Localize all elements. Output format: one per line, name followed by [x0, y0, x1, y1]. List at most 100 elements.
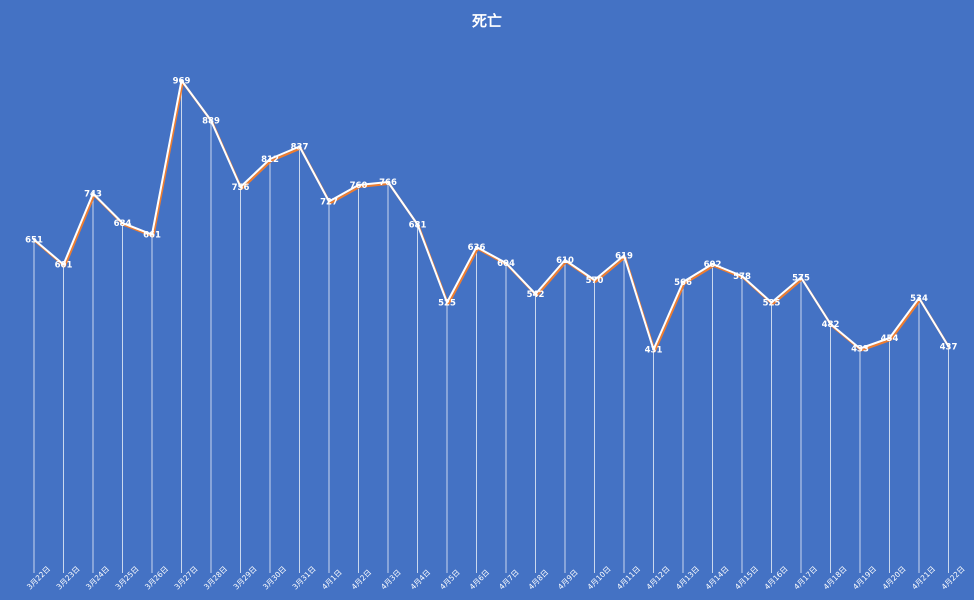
data-point: [563, 258, 567, 262]
data-label: 575: [792, 274, 810, 284]
data-label: 578: [733, 272, 751, 282]
data-point: [740, 274, 744, 278]
data-label: 636: [468, 243, 486, 253]
x-tick-label: 3月25日: [114, 564, 141, 591]
x-tick-label: 4月13日: [674, 564, 701, 591]
data-point: [711, 262, 714, 266]
data-point: [799, 276, 803, 279]
x-tick-label: 3月27日: [173, 564, 200, 591]
x-tick-label: 4月18日: [822, 564, 849, 591]
data-label: 756: [232, 183, 250, 193]
series-line: [33, 79, 950, 351]
data-point: [445, 301, 449, 304]
data-label: 602: [704, 260, 722, 270]
data-point: [121, 221, 124, 225]
data-point: [681, 280, 685, 284]
data-label: 661: [143, 231, 161, 241]
data-label: 766: [379, 178, 397, 188]
x-tick-label: 4月19日: [851, 564, 878, 591]
data-point: [209, 119, 213, 122]
data-point: [239, 185, 242, 189]
data-point: [180, 79, 183, 82]
data-label: 681: [409, 221, 427, 231]
data-label: 542: [527, 290, 545, 300]
series-line-shadow: [34, 81, 951, 353]
x-tick-label: 3月22日: [25, 564, 52, 591]
x-tick-label: 4月14日: [704, 564, 731, 591]
x-tick-label: 4月9日: [556, 568, 580, 592]
data-point: [62, 263, 65, 266]
data-label: 482: [822, 320, 840, 330]
data-point: [91, 192, 95, 195]
x-tick-label: 3月31日: [291, 564, 318, 591]
data-point: [298, 145, 301, 148]
data-point: [327, 200, 331, 203]
data-point: [829, 322, 832, 326]
data-label: 727: [320, 198, 338, 208]
data-point: [917, 296, 921, 300]
data-label: 604: [497, 259, 515, 269]
data-label: 837: [291, 143, 309, 153]
x-tick-label: 3月30日: [261, 564, 288, 591]
data-label: 433: [851, 345, 869, 355]
data-point: [947, 345, 950, 348]
data-point: [386, 180, 390, 184]
x-tick-label: 4月12日: [645, 564, 672, 591]
x-tick-label: 4月10日: [586, 564, 613, 591]
data-point: [858, 347, 862, 350]
data-point: [475, 245, 478, 249]
x-tick-label: 3月23日: [55, 564, 82, 591]
x-tick-label: 4月20日: [881, 564, 908, 591]
data-label: 525: [438, 299, 456, 309]
data-label: 454: [881, 334, 899, 344]
x-tick-label: 3月26日: [143, 564, 170, 591]
x-tick-label: 3月28日: [202, 564, 229, 591]
x-tick-label: 4月16日: [763, 564, 790, 591]
data-label: 969: [173, 77, 191, 87]
x-tick-label: 4月3日: [379, 568, 403, 592]
data-point: [622, 254, 626, 257]
data-point: [416, 223, 419, 226]
data-label: 760: [350, 181, 368, 191]
data-point: [504, 261, 508, 265]
x-tick-label: 3月24日: [84, 564, 111, 591]
x-tick-label: 4月22日: [940, 564, 967, 591]
data-point: [268, 157, 272, 161]
x-tick-label: 4月8日: [527, 568, 551, 592]
data-point: [150, 233, 154, 236]
x-tick-label: 4月4日: [409, 568, 433, 592]
x-tick-label: 4月11日: [615, 564, 642, 591]
x-tick-label: 3月29日: [232, 564, 259, 591]
data-point: [534, 292, 537, 296]
data-label: 431: [645, 346, 663, 356]
data-point: [770, 301, 773, 304]
x-tick-label: 4月5日: [438, 568, 462, 592]
data-point: [32, 238, 36, 241]
data-point: [357, 183, 360, 187]
chart-title: 死亡: [471, 12, 502, 30]
data-label: 437: [940, 343, 958, 353]
data-label: 525: [763, 299, 781, 309]
data-label: 743: [84, 190, 102, 200]
data-label: 889: [202, 117, 220, 127]
data-label: 684: [114, 219, 132, 229]
data-label: 610: [556, 256, 574, 266]
data-label: 534: [910, 294, 928, 304]
data-point: [593, 278, 596, 282]
data-point: [652, 348, 655, 351]
data-label: 570: [586, 276, 604, 286]
x-tick-label: 4月17日: [792, 564, 819, 591]
x-tick-label: 4月7日: [497, 568, 521, 592]
x-tick-label: 4月2日: [350, 568, 374, 592]
x-tick-label: 4月1日: [320, 568, 344, 592]
x-tick-label: 4月21日: [910, 564, 937, 591]
data-label: 651: [25, 236, 43, 246]
data-label: 566: [674, 278, 692, 288]
x-tick-label: 4月15日: [733, 564, 760, 591]
data-point: [888, 336, 891, 340]
x-tick-label: 4月6日: [468, 568, 492, 592]
data-label: 601: [55, 261, 73, 271]
data-label: 619: [615, 252, 633, 262]
